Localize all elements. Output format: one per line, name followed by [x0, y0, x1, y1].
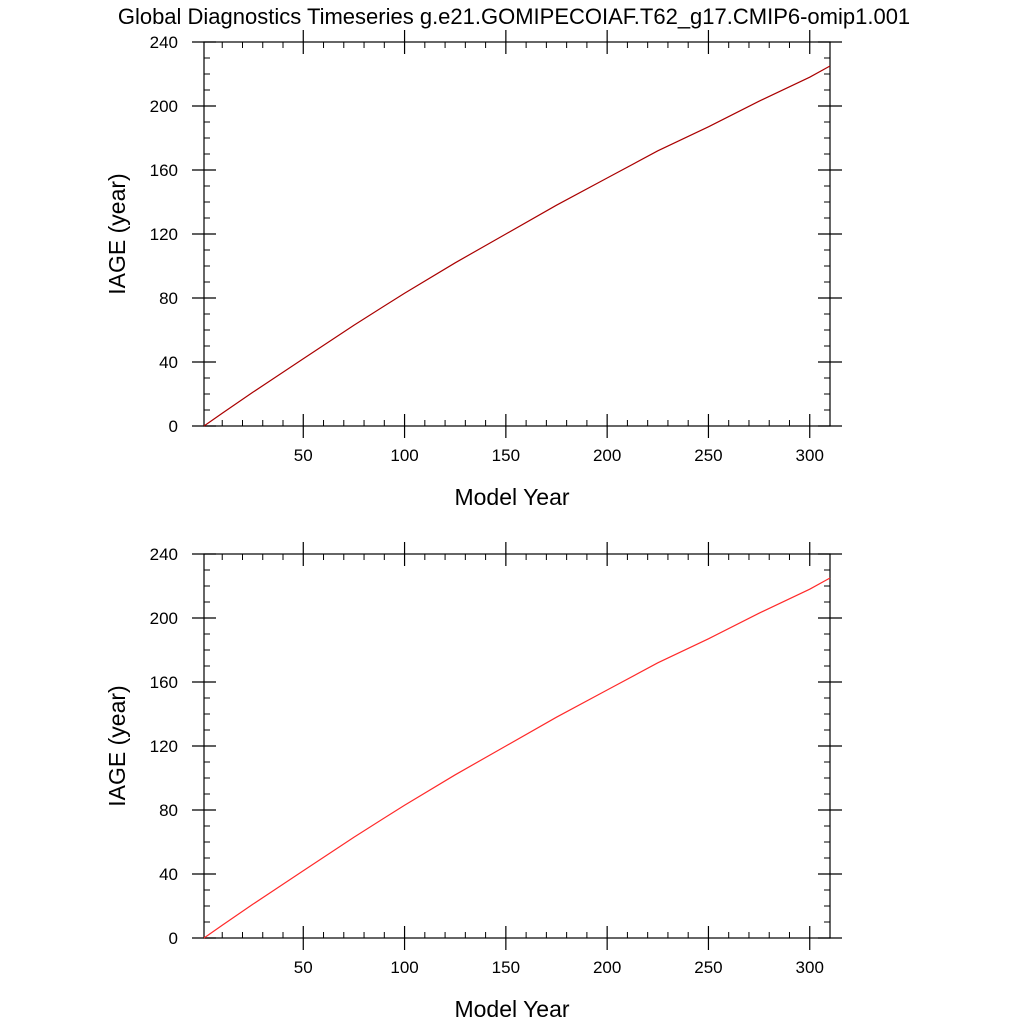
figure-title: Global Diagnostics Timeseries g.e21.GOMI… [118, 4, 910, 29]
y-tick-label: 120 [150, 225, 178, 244]
chart-panel-top: Model Year IAGE (year) 50 100 150 200 250 300… [104, 30, 842, 510]
y-tick-label: 0 [169, 417, 178, 436]
x-axis-label-top: Model Year [454, 484, 569, 510]
y-axis-label-top: IAGE (year) [104, 173, 130, 294]
y-tick-label: 200 [150, 97, 178, 116]
series-line-top [203, 65, 831, 427]
chart-panel-bottom: Model Year IAGE (year) 50 100 150 200 250 300… [104, 542, 842, 1022]
y-tick-label: 0 [169, 929, 178, 948]
y-axis-label-bottom: IAGE (year) [104, 685, 130, 806]
y-tick-label: 120 [150, 737, 178, 756]
x-tick-label: 100 [390, 958, 418, 977]
y-tick-label: 40 [159, 353, 178, 372]
ticks-bottom: 50 100 150 200 250 300 0 40 80 120 160 200 240 [150, 542, 842, 977]
y-tick-label: 240 [150, 545, 178, 564]
x-tick-label: 150 [492, 446, 520, 465]
y-tick-label: 40 [159, 865, 178, 884]
y-tick-label: 160 [150, 673, 178, 692]
y-tick-label: 80 [159, 289, 178, 308]
x-tick-label: 250 [694, 446, 722, 465]
x-tick-label: 200 [593, 446, 621, 465]
plot-area-bottom [203, 553, 831, 939]
series-top [203, 65, 831, 427]
y-tick-label: 160 [150, 161, 178, 180]
x-tick-label: 100 [390, 446, 418, 465]
y-tick-label: 80 [159, 801, 178, 820]
ticks-top: 50 100 150 200 250 300 0 40 80 120 160 200 240 [150, 30, 842, 465]
x-tick-label: 250 [694, 958, 722, 977]
y-tick-label: 240 [150, 33, 178, 52]
series-bottom [203, 577, 831, 939]
x-tick-label: 200 [593, 958, 621, 977]
x-tick-label: 50 [294, 446, 313, 465]
x-tick-label: 150 [492, 958, 520, 977]
plot-area-top [203, 41, 831, 427]
y-tick-label: 200 [150, 609, 178, 628]
x-axis-label-bottom: Model Year [454, 996, 569, 1022]
series-line-bottom [203, 577, 831, 939]
x-tick-label: 300 [796, 446, 824, 465]
x-tick-label: 300 [796, 958, 824, 977]
x-tick-label: 50 [294, 958, 313, 977]
